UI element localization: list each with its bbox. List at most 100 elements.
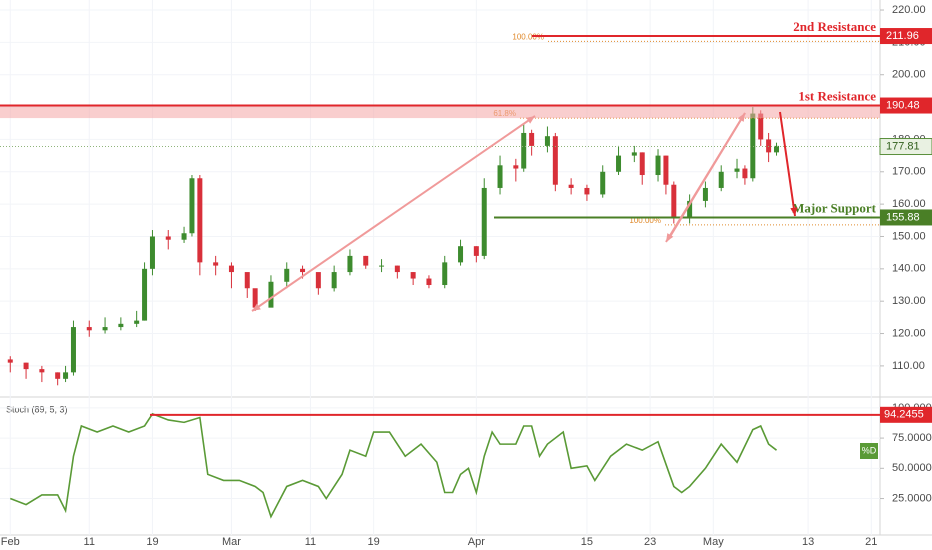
candle-body (189, 178, 195, 234)
trend-arrow (665, 112, 746, 243)
candle-body (497, 165, 503, 188)
x-tick-label: 13 (802, 536, 814, 548)
candle-body (268, 281, 274, 308)
x-tick-label: 19 (368, 536, 380, 548)
level-badge (880, 28, 932, 45)
candle-body (181, 233, 187, 240)
x-tick-label: Mar (222, 536, 241, 548)
candle-body (7, 359, 13, 363)
x-tick-label: 11 (84, 536, 95, 548)
y-tick-label: 200.00 (892, 69, 926, 81)
stoch-title: Stoch (89, 5, 3) (6, 404, 68, 414)
candle-body (568, 184, 574, 188)
y-tick-label: 150.00 (892, 230, 926, 242)
candle-body (639, 152, 645, 176)
x-tick-label: 19 (146, 536, 158, 548)
last-price-badge (879, 138, 932, 156)
trend-arrow-head (526, 116, 535, 124)
level-label: Major Support (792, 200, 877, 215)
x-tick-label: 21 (865, 536, 877, 548)
y-tick-label: 160.00 (892, 198, 926, 210)
candle-body (347, 255, 353, 273)
candle-body (410, 272, 416, 279)
y-tick-label: 130.00 (892, 295, 926, 307)
level-badge (880, 209, 932, 226)
trend-arrow (257, 115, 536, 308)
y-tick-label: 75.0000 (892, 432, 932, 444)
candle-body (23, 362, 29, 370)
candle-body (244, 272, 250, 289)
resistance-zone (0, 105, 880, 119)
trend-arrow-head (666, 233, 674, 242)
candle-body (600, 171, 606, 195)
x-tick-label: 23 (644, 536, 656, 548)
candle-body (379, 265, 385, 267)
trend-arrow-tail-head (252, 303, 261, 311)
level-badge (880, 97, 932, 114)
candle-body (663, 155, 669, 185)
candle-body (315, 272, 321, 289)
candle-body (284, 268, 290, 282)
last-price-text: 177.81 (886, 140, 920, 152)
level-label: 2nd Resistance (793, 19, 876, 34)
candle-body (228, 265, 234, 273)
candle-body (616, 155, 622, 172)
candle-body (521, 132, 527, 169)
candle-body (774, 145, 780, 153)
candle-body (39, 369, 45, 373)
candle-body (300, 268, 306, 273)
candle-body (513, 165, 519, 169)
candle-body (197, 178, 203, 263)
candle-body (118, 323, 124, 328)
candle-body (142, 268, 148, 321)
candle-body (687, 200, 693, 218)
candle-body (742, 168, 748, 179)
y-tick-label: 120.00 (892, 327, 926, 339)
stoch-level-value: 94.2455 (884, 409, 924, 421)
fib-label: 100.00% (512, 33, 544, 42)
projection-arrow (779, 111, 796, 217)
level-label: 1st Resistance (798, 89, 876, 104)
candle-body (473, 246, 479, 256)
candle-body (750, 113, 756, 179)
projection-arrow-head (790, 207, 798, 216)
candle-body (165, 236, 171, 240)
candle-body (252, 288, 258, 308)
legend-label: %D (862, 445, 877, 455)
candle-body (718, 171, 724, 188)
candle-body (758, 113, 764, 140)
candle-body (481, 187, 487, 256)
candle-body (363, 255, 369, 266)
x-tick-label: 11 (305, 536, 316, 548)
candle-body (766, 139, 772, 153)
candle-body (394, 265, 400, 273)
candle-body (631, 152, 637, 156)
y-tick-label: 220.00 (892, 4, 926, 16)
level-value: 211.96 (886, 30, 919, 42)
fib-label: 100.00% (629, 216, 661, 225)
level-value: 190.48 (886, 99, 920, 111)
candle-body (149, 236, 155, 269)
y-tick-label: 25.0000 (892, 492, 932, 504)
candle-body (671, 184, 677, 218)
level-value: 155.88 (886, 211, 920, 223)
x-tick-label: May (703, 536, 724, 548)
candle-body (134, 320, 140, 324)
candle-body (331, 272, 337, 289)
candle-body (86, 327, 92, 331)
y-tick-label: 170.00 (892, 166, 926, 178)
x-tick-label: Apr (468, 536, 485, 548)
candle-body (442, 262, 448, 286)
candle-body (529, 132, 535, 146)
legend-badge (860, 443, 878, 459)
candle-body (655, 155, 661, 176)
candle-body (552, 136, 558, 185)
y-tick-label: 140.00 (892, 263, 926, 275)
candle-body (70, 327, 76, 373)
candle-body (102, 327, 108, 331)
candle-body (55, 372, 61, 379)
x-tick-label: Feb (1, 536, 20, 548)
candle-body (458, 246, 464, 263)
